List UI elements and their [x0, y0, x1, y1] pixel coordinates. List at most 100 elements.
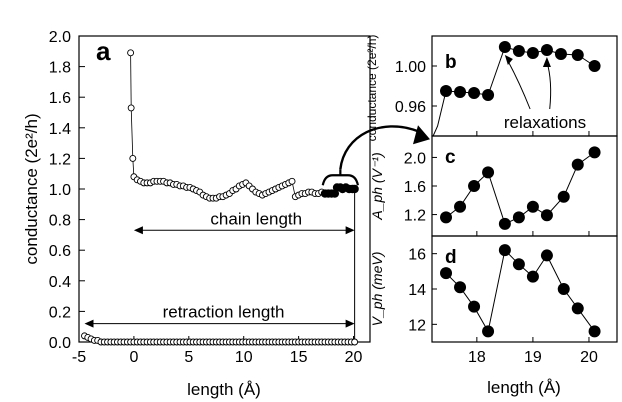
panel-d-label: d — [445, 247, 457, 268]
a-annotation-label: chain length — [210, 209, 302, 228]
panel-a: 0.0 0.2 0.4 0.6 0.8 1.0 1.2 1.4 1.6 1.8 2.0 -5 0 5 10 1… — [22, 29, 371, 399]
a-ytick-label: 0.0 — [49, 335, 71, 352]
b-point — [554, 48, 567, 60]
a-ytick-label: 1.4 — [49, 121, 71, 138]
a-ytick-label: 1.6 — [49, 90, 71, 107]
a-ytick-label: 0.8 — [49, 213, 71, 230]
a-arrowhead — [133, 226, 143, 235]
c-point — [588, 146, 601, 159]
callout-arrow — [339, 125, 419, 170]
d-point — [454, 281, 467, 294]
a-xtick-label: -5 — [72, 349, 86, 366]
d-point — [468, 300, 481, 313]
d-xtick-label: 19 — [524, 349, 542, 366]
c-point — [482, 166, 495, 179]
c-point — [512, 211, 525, 224]
a-arrowhead — [345, 226, 355, 235]
a-ytick-label: 0.6 — [49, 243, 71, 260]
c-point — [540, 209, 553, 222]
c-ytick-label: 1.6 — [404, 179, 426, 196]
panel-b-marks — [432, 41, 601, 137]
d-point — [571, 302, 584, 315]
callout-decoration — [321, 125, 430, 186]
b-ytick-label: 1.00 — [395, 59, 426, 76]
c-point — [468, 180, 481, 192]
b-point — [588, 60, 601, 72]
panel-c-marks — [440, 146, 601, 230]
a-point-open — [288, 177, 296, 185]
d-ytick-label: 14 — [408, 282, 426, 299]
panel-a-ylabel: conductance (2e²/h) — [22, 113, 41, 264]
a-xtick-label: 10 — [235, 349, 253, 366]
panel-d-marks — [440, 244, 601, 338]
panel-d-xlabel: length (Å) — [487, 378, 561, 397]
a-annotation-label: retraction length — [163, 303, 285, 322]
a-ytick-label: 1.8 — [49, 60, 71, 77]
b-point — [498, 41, 511, 53]
panel-d: 12 14 16 18 19 20 d length (Å) V_ph (meV) — [369, 235, 618, 397]
d-ytick-label: 12 — [408, 317, 426, 334]
b-lead-in-line — [432, 90, 447, 137]
b-point — [540, 44, 553, 56]
a-point-open — [351, 338, 359, 346]
d-point — [498, 244, 511, 257]
b-point — [512, 45, 525, 57]
a-xtick-label: 5 — [184, 349, 193, 366]
c-point — [454, 200, 467, 213]
panel-b-label: b — [445, 52, 457, 73]
a-point-open — [129, 154, 137, 162]
panel-c-label: c — [445, 147, 456, 168]
b-point — [468, 87, 481, 99]
d-point — [557, 283, 570, 295]
d-xtick-label: 18 — [468, 349, 486, 366]
d-ytick-label: 16 — [408, 247, 426, 264]
b-arrowhead — [504, 55, 513, 65]
panel-a-frame — [78, 35, 371, 343]
a-xtick-label: 15 — [290, 349, 308, 366]
c-point — [571, 158, 584, 171]
panel-d-ylabel: V_ph (meV) — [369, 252, 385, 327]
d-point — [540, 249, 553, 262]
a-ytick-label: 0.2 — [49, 304, 71, 321]
b-point — [454, 86, 467, 98]
panel-a-axes: 0.0 0.2 0.4 0.6 0.8 1.0 1.2 1.4 1.6 1.8 2.0 -5 0 5 10 1… — [49, 29, 363, 366]
c-ytick-label: 1.2 — [404, 208, 426, 225]
a-xtick-label: 20 — [345, 349, 363, 366]
b-arrowhead — [542, 57, 551, 67]
b-point — [482, 89, 495, 101]
panel-a-xlabel: length (Å) — [187, 380, 261, 399]
panel-b-axes: 0.96 1.00 — [395, 59, 590, 136]
d-point — [512, 258, 525, 271]
panel-a-label: a — [96, 36, 111, 66]
c-point — [498, 217, 511, 230]
c-point — [557, 190, 570, 203]
panel-a-marks: chain length retraction length — [81, 49, 359, 346]
a-ytick-label: 1.0 — [49, 182, 71, 199]
b-relaxation-arrow — [506, 58, 531, 110]
b-point — [526, 47, 539, 59]
c-point — [526, 200, 539, 213]
panel-c: 1.2 1.6 2.0 c A_ph (V⁻¹) — [369, 135, 618, 237]
d-point — [588, 325, 601, 338]
b-point — [440, 85, 453, 97]
a-point-open — [127, 49, 135, 57]
callout-arrowhead — [413, 125, 430, 145]
panel-b-annotation: relaxations — [504, 113, 586, 132]
a-ytick-label: 0.4 — [49, 274, 71, 291]
b-ytick-label: 0.96 — [395, 99, 426, 116]
panel-b-ylabel: conductance (2e²/h) — [365, 35, 379, 142]
panel-c-ylabel: A_ph (V⁻¹) — [369, 152, 385, 220]
d-point — [440, 267, 453, 280]
a-point-filled — [350, 184, 359, 194]
b-relaxation-arrow — [546, 61, 552, 110]
a-ytick-label: 2.0 — [49, 29, 71, 46]
c-point — [440, 211, 453, 224]
d-point — [482, 325, 495, 338]
a-xtick-label: 0 — [129, 349, 138, 366]
d-xtick-label: 20 — [580, 349, 598, 366]
b-point — [571, 49, 584, 61]
a-arrowhead — [84, 319, 94, 328]
a-arrowhead — [345, 319, 355, 328]
panel-b: 0.96 1.00 b relaxations conductance (2e²/… — [365, 35, 618, 142]
panel-d-axes: 12 14 16 18 19 20 — [408, 247, 598, 366]
